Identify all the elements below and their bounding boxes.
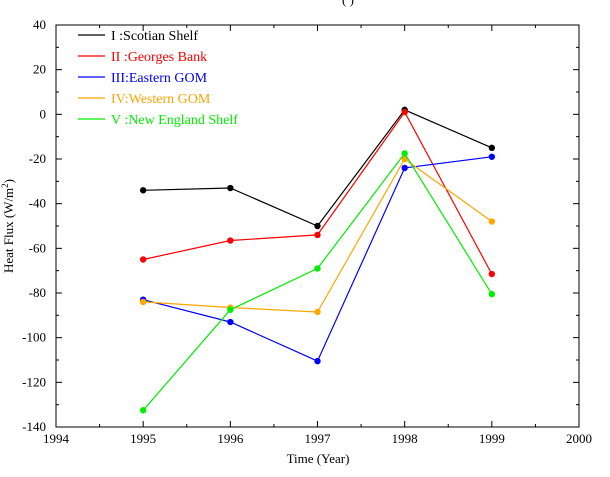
data-point bbox=[401, 108, 408, 116]
y-axis-title-end: ) bbox=[1, 179, 16, 183]
data-point bbox=[401, 164, 408, 172]
series-layer bbox=[139, 106, 496, 414]
data-point bbox=[401, 150, 408, 157]
y-tick-label: 40 bbox=[33, 17, 46, 32]
legend-label: II :Georges Bank bbox=[111, 50, 207, 65]
data-point bbox=[401, 155, 408, 163]
y-tick-label: 20 bbox=[33, 62, 46, 77]
y-tick-label: -20 bbox=[29, 151, 46, 166]
legend-entry-3: III:Eastern GOM bbox=[78, 71, 208, 86]
legend-label: III:Eastern GOM bbox=[111, 71, 208, 86]
y-tick-label: -40 bbox=[29, 196, 46, 211]
legend-entry-4: IV:Western GOM bbox=[78, 92, 211, 107]
data-point bbox=[139, 256, 147, 263]
chart-title-fragment: ( ) bbox=[342, 0, 354, 7]
data-point bbox=[227, 318, 234, 326]
x-tick-label: 1996 bbox=[217, 431, 244, 446]
data-point bbox=[139, 407, 147, 414]
series-line bbox=[143, 156, 492, 362]
data-point bbox=[227, 306, 234, 313]
x-tick-label: 1995 bbox=[130, 431, 156, 446]
data-point bbox=[314, 357, 321, 365]
data-point bbox=[488, 144, 496, 152]
data-point bbox=[227, 237, 234, 244]
series-line bbox=[143, 110, 493, 275]
x-tick-label: 1997 bbox=[305, 431, 332, 446]
legend-label: V :New England Shelf bbox=[111, 113, 238, 128]
x-tick-label: 2000 bbox=[566, 431, 592, 446]
series-line bbox=[142, 152, 493, 411]
data-point bbox=[488, 153, 496, 160]
data-point bbox=[314, 308, 321, 316]
legend-entry-1: I :Scotian Shelf bbox=[78, 29, 198, 44]
legend-label: IV:Western GOM bbox=[111, 92, 211, 107]
data-point bbox=[488, 218, 496, 225]
series-4 bbox=[139, 155, 496, 316]
data-point bbox=[488, 270, 496, 278]
series-3 bbox=[139, 153, 496, 365]
y-tick-label: -60 bbox=[29, 240, 46, 255]
x-tick-label: 1999 bbox=[479, 431, 505, 446]
y-axis-title-superscript: 2 bbox=[0, 183, 10, 188]
series-2 bbox=[139, 108, 496, 278]
y-tick-label: -80 bbox=[29, 285, 46, 300]
y-axis-title-main: Heat Flux (W/m bbox=[1, 188, 16, 273]
x-tick-label: 1994 bbox=[43, 431, 70, 446]
y-tick-label: -140 bbox=[22, 419, 46, 434]
data-point bbox=[139, 298, 147, 306]
legend-entry-2: II :Georges Bank bbox=[78, 50, 207, 65]
legend: I :Scotian Shelf II :Georges Bank III:East… bbox=[78, 29, 238, 128]
series-5 bbox=[139, 150, 496, 414]
y-tick-label: -100 bbox=[22, 330, 46, 345]
y-tick-label: 0 bbox=[40, 106, 47, 121]
data-point bbox=[314, 222, 321, 230]
legend-label: I :Scotian Shelf bbox=[111, 29, 198, 44]
y-tick-label: -120 bbox=[22, 374, 46, 389]
data-point bbox=[227, 184, 234, 192]
x-axis-title: Time (Year) bbox=[287, 451, 350, 466]
data-point bbox=[314, 231, 321, 239]
data-point bbox=[139, 187, 147, 194]
data-point bbox=[488, 290, 496, 298]
legend-entry-5: V :New England Shelf bbox=[78, 113, 238, 128]
y-axis-title: Heat Flux (W/m2) bbox=[0, 179, 16, 273]
x-tick-label: 1998 bbox=[392, 431, 418, 446]
data-point bbox=[314, 265, 321, 272]
